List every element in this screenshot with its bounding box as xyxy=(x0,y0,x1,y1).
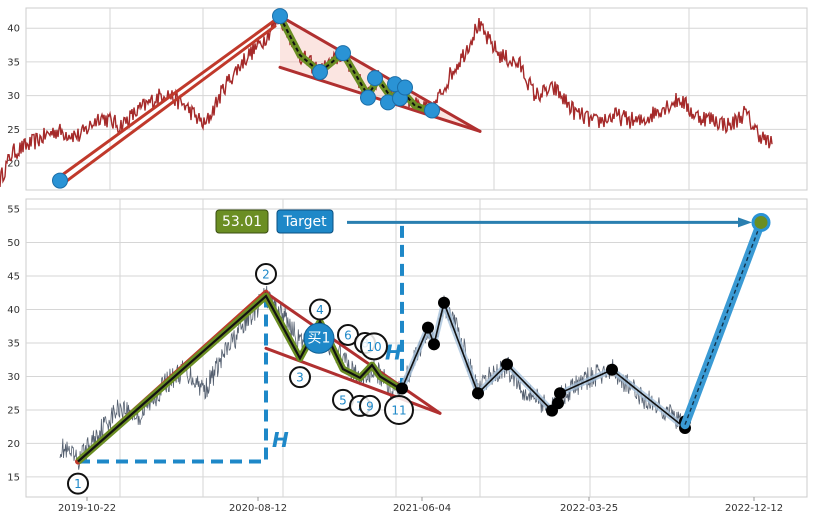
pivot-dot xyxy=(472,387,484,400)
top-wave-marker xyxy=(424,102,440,119)
wave-label-text: 2 xyxy=(262,268,270,282)
top-wave-marker xyxy=(367,70,383,87)
bottom-x-tick-label: 2022-12-12 xyxy=(725,503,783,514)
price-badge-label: 53.01 xyxy=(222,214,262,230)
wave-label-circle xyxy=(67,472,89,495)
wave-label-circle xyxy=(384,394,414,425)
pivot-dot xyxy=(438,296,450,309)
bottom-wave-path xyxy=(77,294,403,463)
wave-label-text: 6 xyxy=(344,328,352,342)
bottom-x-tick-label: 2021-06-04 xyxy=(393,503,451,514)
projection-line xyxy=(684,222,762,425)
bottom-y-tick-label: 50 xyxy=(7,238,20,249)
wave-label-circle xyxy=(359,394,381,417)
bottom-y-tick-label: 40 xyxy=(7,305,20,316)
top-wave-path xyxy=(279,16,433,113)
bottom-y-tick-label: 35 xyxy=(7,338,20,349)
wave-label-circle xyxy=(309,298,331,321)
bottom-y-tick-label: 15 xyxy=(7,472,20,483)
top-wave-marker xyxy=(397,79,413,96)
wave-label-text: 3 xyxy=(296,371,304,385)
wave-label-text: 10 xyxy=(366,340,381,354)
pivot-dot xyxy=(396,382,408,395)
target-arrow-head xyxy=(738,217,752,228)
bottom-y-tick-label: 45 xyxy=(7,272,20,283)
bottom-wedge-line xyxy=(264,291,442,415)
wave-label-text: 4 xyxy=(316,303,324,317)
price-badge xyxy=(215,209,269,234)
pivot-dot xyxy=(552,397,564,410)
wave-label-text: 11 xyxy=(391,403,406,417)
wave-label-text: 5 xyxy=(339,393,347,407)
target-point xyxy=(751,212,771,232)
bottom-x-tick-label: 2022-03-25 xyxy=(560,503,618,514)
bottom-y-tick-label: 20 xyxy=(7,439,20,450)
target-badge-label: Target xyxy=(282,214,327,230)
top-wave-marker xyxy=(272,8,288,25)
top-wave-marker xyxy=(52,172,68,189)
pivot-dot xyxy=(554,387,566,400)
h-label-right: H xyxy=(385,341,402,365)
pivot-dot xyxy=(422,321,434,334)
top-y-tick-label: 20 xyxy=(7,159,20,170)
pivot-dot xyxy=(428,338,440,351)
bottom-y-tick-label: 25 xyxy=(7,405,20,416)
wave-label-text: 9 xyxy=(366,399,374,413)
bottom-x-tick-label: 2019-10-22 xyxy=(58,503,116,514)
top-wave-marker xyxy=(335,45,351,62)
bottom-y-tick-label: 30 xyxy=(7,372,20,383)
bottom-price-series xyxy=(59,285,685,470)
top-wave-marker xyxy=(312,64,328,81)
buy-marker xyxy=(303,322,335,354)
top-y-tick-label: 40 xyxy=(7,24,20,35)
top-y-tick-label: 25 xyxy=(7,125,20,136)
top-wave-marker xyxy=(360,89,376,106)
wave-label-circle xyxy=(360,332,388,361)
top-uptrend-line xyxy=(58,24,277,188)
wave-label-circle xyxy=(289,366,311,389)
bottom-y-tick-label: 55 xyxy=(7,205,20,216)
top-y-tick-label: 30 xyxy=(7,91,20,102)
height-measure-dashed xyxy=(78,296,268,464)
buy-marker-label: 买1 xyxy=(308,330,331,346)
pivot-dot xyxy=(606,363,618,376)
top-wedge-line xyxy=(278,65,482,133)
h-label-left: H xyxy=(272,428,289,452)
top-y-tick-label: 35 xyxy=(7,57,20,68)
pivot-dot xyxy=(501,358,513,371)
target-badge xyxy=(276,209,334,234)
wave-label-circle xyxy=(255,263,277,286)
bottom-x-tick-label: 2020-08-12 xyxy=(229,503,287,514)
top-chart-panel: 20 25 30 35 40 xyxy=(0,7,808,191)
wave-label-text: 1 xyxy=(74,477,82,491)
top-uptrend-line xyxy=(58,18,277,179)
